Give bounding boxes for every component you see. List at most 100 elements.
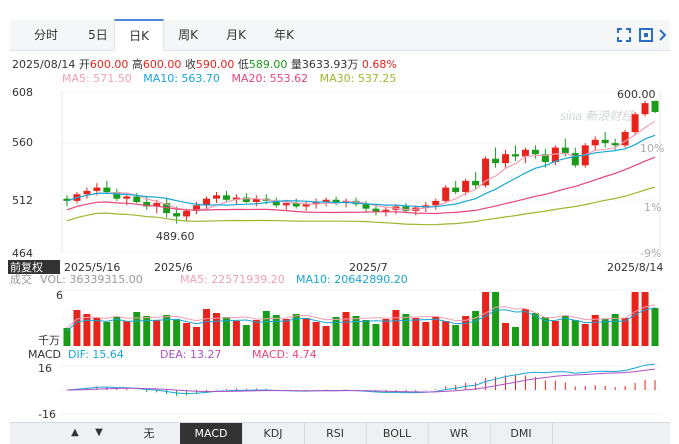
candle-body [452, 187, 460, 192]
fuquan-label[interactable]: 前复权 [10, 260, 43, 274]
volume-bar [372, 324, 380, 346]
candle-body [222, 195, 230, 200]
volume-bar [531, 313, 539, 346]
candle-body [511, 154, 519, 157]
candle-body [322, 199, 330, 202]
volume-bar [521, 309, 529, 346]
candle-body [113, 192, 121, 199]
date-label-start: 2025/5/16 [64, 261, 120, 274]
price-axis-608: 608 [12, 86, 33, 99]
macd-panel-label: MACD [28, 348, 61, 361]
volume-axis-top: 6 [56, 289, 63, 302]
pct-axis-10: 10% [640, 142, 664, 155]
more-icon[interactable] [658, 27, 668, 43]
indicator-boll[interactable]: BOLL [366, 423, 429, 444]
ma-legend: MA5: 571.50 MA10: 563.70 MA20: 553.62 MA… [62, 72, 404, 85]
volume-bar [591, 315, 599, 346]
tab-5day[interactable]: 5日 [88, 28, 108, 42]
candle-body [611, 143, 619, 146]
volume-bar [511, 327, 519, 346]
date-label-end: 2025/8/14 [607, 261, 663, 274]
indicator-none[interactable]: 无 [118, 423, 181, 444]
volume-bar [342, 312, 350, 346]
volume-ma5-label: MA5: 22571939.20 [180, 273, 285, 286]
volume-bar [193, 327, 201, 346]
fuquan-badge[interactable] [8, 260, 60, 274]
candle-body [402, 206, 410, 211]
candle-body [282, 203, 290, 206]
candle-body [502, 154, 510, 164]
volume-bar [412, 318, 420, 346]
candle-body [621, 132, 629, 146]
volume-bar [561, 316, 569, 346]
volume-bar [262, 311, 270, 346]
candle-body [252, 198, 260, 202]
volume-bar [641, 292, 649, 346]
volume-bar [203, 309, 211, 346]
volume-bar [402, 314, 410, 346]
candle-body [442, 187, 450, 201]
ma30-label: MA30: 537.25 [319, 72, 397, 85]
indicator-kdj[interactable]: KDJ [242, 423, 305, 444]
candle-body [212, 195, 220, 199]
ma20-label: MA20: 553.62 [231, 72, 309, 85]
volume-bar [63, 328, 71, 346]
candle-body [103, 187, 111, 192]
volume-bar [242, 325, 250, 346]
fullscreen-icon[interactable] [616, 27, 632, 43]
candle-body [591, 139, 599, 146]
volume-bar [302, 318, 310, 346]
ma-line-5 [66, 120, 656, 211]
candle-body [462, 180, 470, 192]
macd-value-label: MACD: 4.74 [252, 348, 317, 361]
indicator-rsi[interactable]: RSI [304, 423, 367, 444]
candle-body [541, 154, 549, 162]
candle-body [482, 158, 490, 186]
volume-ma-lines [66, 304, 656, 332]
volume-bar [502, 323, 510, 346]
quote-date: 2025/08/14 [12, 58, 76, 71]
volume-bar [432, 317, 440, 346]
volume-value: 3633.93万 [301, 58, 359, 71]
open-value: 600.00 [89, 58, 129, 71]
tab-yearly-k[interactable]: 年K [274, 28, 294, 42]
settings-icon[interactable] [638, 27, 654, 43]
volume-bar [392, 310, 400, 346]
volume-bar [222, 317, 230, 346]
candle-body [332, 199, 340, 204]
date-label-june: 2025/6 [154, 261, 193, 274]
price-grid [61, 91, 661, 253]
volume-ma10-label: MA10: 20642890.20 [296, 273, 408, 286]
scroll-up-icon[interactable]: ▲ [71, 427, 79, 438]
volume-ma5-line [66, 304, 656, 329]
tab-monthly-k[interactable]: 月K [226, 28, 246, 42]
volume-panel-label: 成交 [10, 272, 32, 286]
tab-daily-k[interactable]: 日K [114, 19, 164, 51]
candle-body [232, 197, 240, 200]
candle-body [272, 200, 280, 206]
volume-bar [153, 320, 161, 346]
volume-bar [252, 320, 260, 346]
volume-bar [232, 321, 240, 346]
indicator-dmi[interactable]: DMI [490, 423, 553, 444]
indicator-wr[interactable]: WR [428, 423, 491, 444]
volume-bar [133, 312, 141, 346]
macd-dea-label: DEA: 13.27 [160, 348, 221, 361]
volume-bar [292, 314, 300, 346]
volume-bar [272, 315, 280, 346]
ma-line-10 [66, 134, 656, 208]
indicator-macd[interactable]: MACD [180, 423, 243, 444]
candle-body [133, 196, 141, 202]
volume-bar [312, 322, 320, 346]
tab-timeshare[interactable]: 分时 [33, 28, 58, 42]
volume-bar [601, 319, 609, 346]
kline-chart[interactable]: sina 新浪财经 608 560 512 464 10% 1% -9% 600… [0, 0, 679, 422]
candle-body [302, 204, 310, 207]
high-annotation: 600.00 [617, 88, 656, 101]
volume-ma10-line [66, 307, 656, 332]
scroll-down-icon[interactable]: ▼ [95, 427, 103, 438]
volume-bar [551, 321, 559, 346]
candle-body [183, 210, 191, 217]
volume-bar [332, 317, 340, 346]
tab-weekly-k[interactable]: 周K [178, 28, 198, 42]
